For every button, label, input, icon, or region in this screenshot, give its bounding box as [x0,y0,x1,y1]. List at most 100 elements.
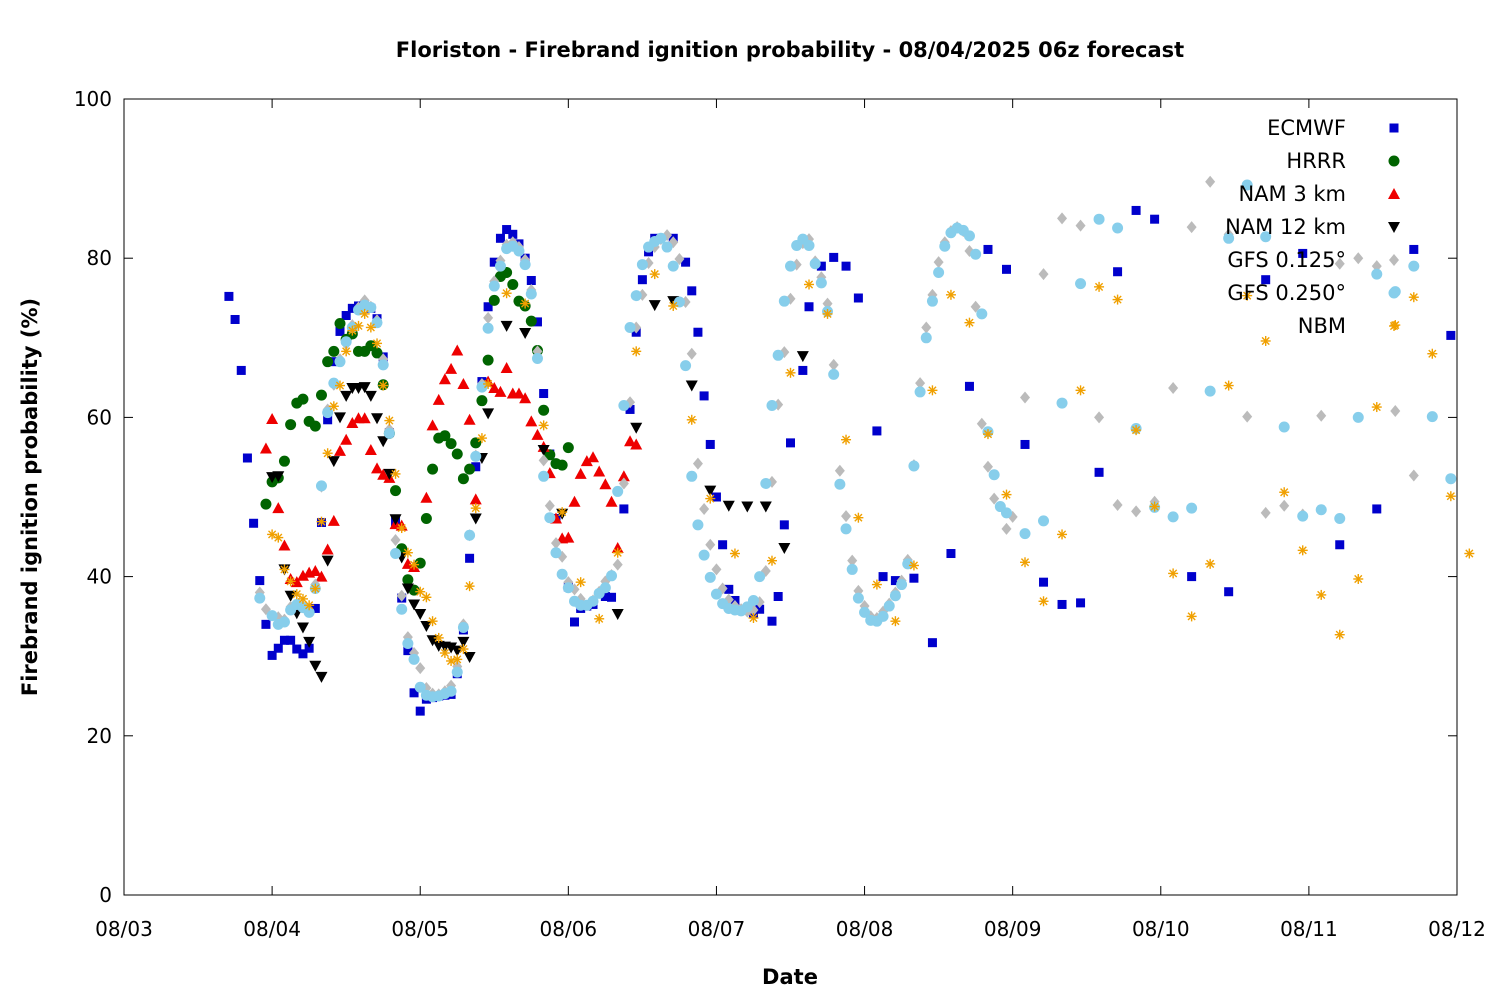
legend-label: NAM 12 km [1225,215,1346,239]
legend-marker [1388,222,1400,233]
data-point [556,459,568,471]
data-point [852,592,864,604]
series-5 [254,179,1457,703]
data-point [364,390,377,402]
data-point [618,399,630,411]
data-point [531,352,543,364]
data-point [310,583,321,594]
data-point [828,358,839,371]
data-point [766,399,778,411]
data-point [1334,257,1345,270]
data-point [847,554,858,567]
data-point [556,568,568,580]
data-point [871,579,882,590]
data-point [1038,515,1050,527]
data-point [636,259,648,271]
x-tick-label: 08/07 [688,917,746,941]
data-point [1334,512,1346,524]
data-point [686,347,697,360]
data-point [796,351,809,363]
data-point [711,492,721,502]
data-point [401,583,414,595]
data-point [587,595,599,607]
data-point [278,539,291,551]
data-point [890,616,901,627]
data-point [439,430,451,442]
data-point [526,275,536,285]
data-point [414,609,427,621]
data-point [1020,391,1031,404]
data-point [748,612,759,623]
data-point [889,590,901,602]
data-point [587,451,600,463]
data-point [402,637,414,649]
x-axis-label: Date [762,965,818,989]
data-point [1315,504,1327,516]
data-point [513,245,525,257]
data-point [618,477,629,490]
data-point [512,387,525,399]
data-point [605,495,618,507]
data-point [242,453,252,463]
data-point [822,308,833,319]
data-point [539,389,549,399]
data-point [1168,381,1179,394]
data-point [804,302,814,312]
data-point [698,549,710,561]
data-point [1224,587,1234,597]
data-point [1057,212,1068,225]
data-point [464,463,476,475]
legend-label: ECMWF [1267,116,1346,140]
data-point [224,291,234,301]
data-point [705,538,716,551]
data-point [1057,599,1067,609]
data-point [1446,330,1456,340]
data-point [415,706,425,716]
data-point [451,344,464,356]
data-point [445,685,457,697]
data-point [594,613,605,624]
data-point [341,346,352,357]
data-point [841,510,852,523]
data-point [519,392,532,404]
x-tick-label: 08/05 [391,917,449,941]
data-point [544,449,556,461]
data-point [414,681,426,693]
y-tick-label: 80 [87,246,112,270]
data-point [809,258,821,270]
data-point [964,245,975,258]
data-point [755,604,765,614]
data-point [285,419,297,431]
data-point [853,512,864,523]
data-point [1353,252,1364,265]
data-point [914,386,926,398]
x-tick-label: 08/04 [243,917,301,941]
data-point [358,412,371,424]
data-point [260,498,272,510]
data-point [420,491,433,503]
data-point [630,438,643,450]
data-point [470,503,481,514]
data-point [254,592,266,604]
data-point [741,501,754,513]
data-point [841,434,852,445]
data-point [612,485,624,497]
data-point [519,328,532,340]
data-point [1335,540,1345,550]
data-point [1260,231,1272,243]
data-point [667,260,679,272]
legend-label: NBM [1298,314,1346,338]
data-point [772,349,784,361]
data-point [390,468,401,479]
data-point [804,279,815,290]
data-point [909,573,919,583]
data-point [779,520,789,530]
data-point [686,414,697,425]
data-point [488,294,500,306]
data-point [1167,511,1179,523]
data-point [964,381,974,391]
data-point [661,241,673,253]
data-point [624,435,637,447]
